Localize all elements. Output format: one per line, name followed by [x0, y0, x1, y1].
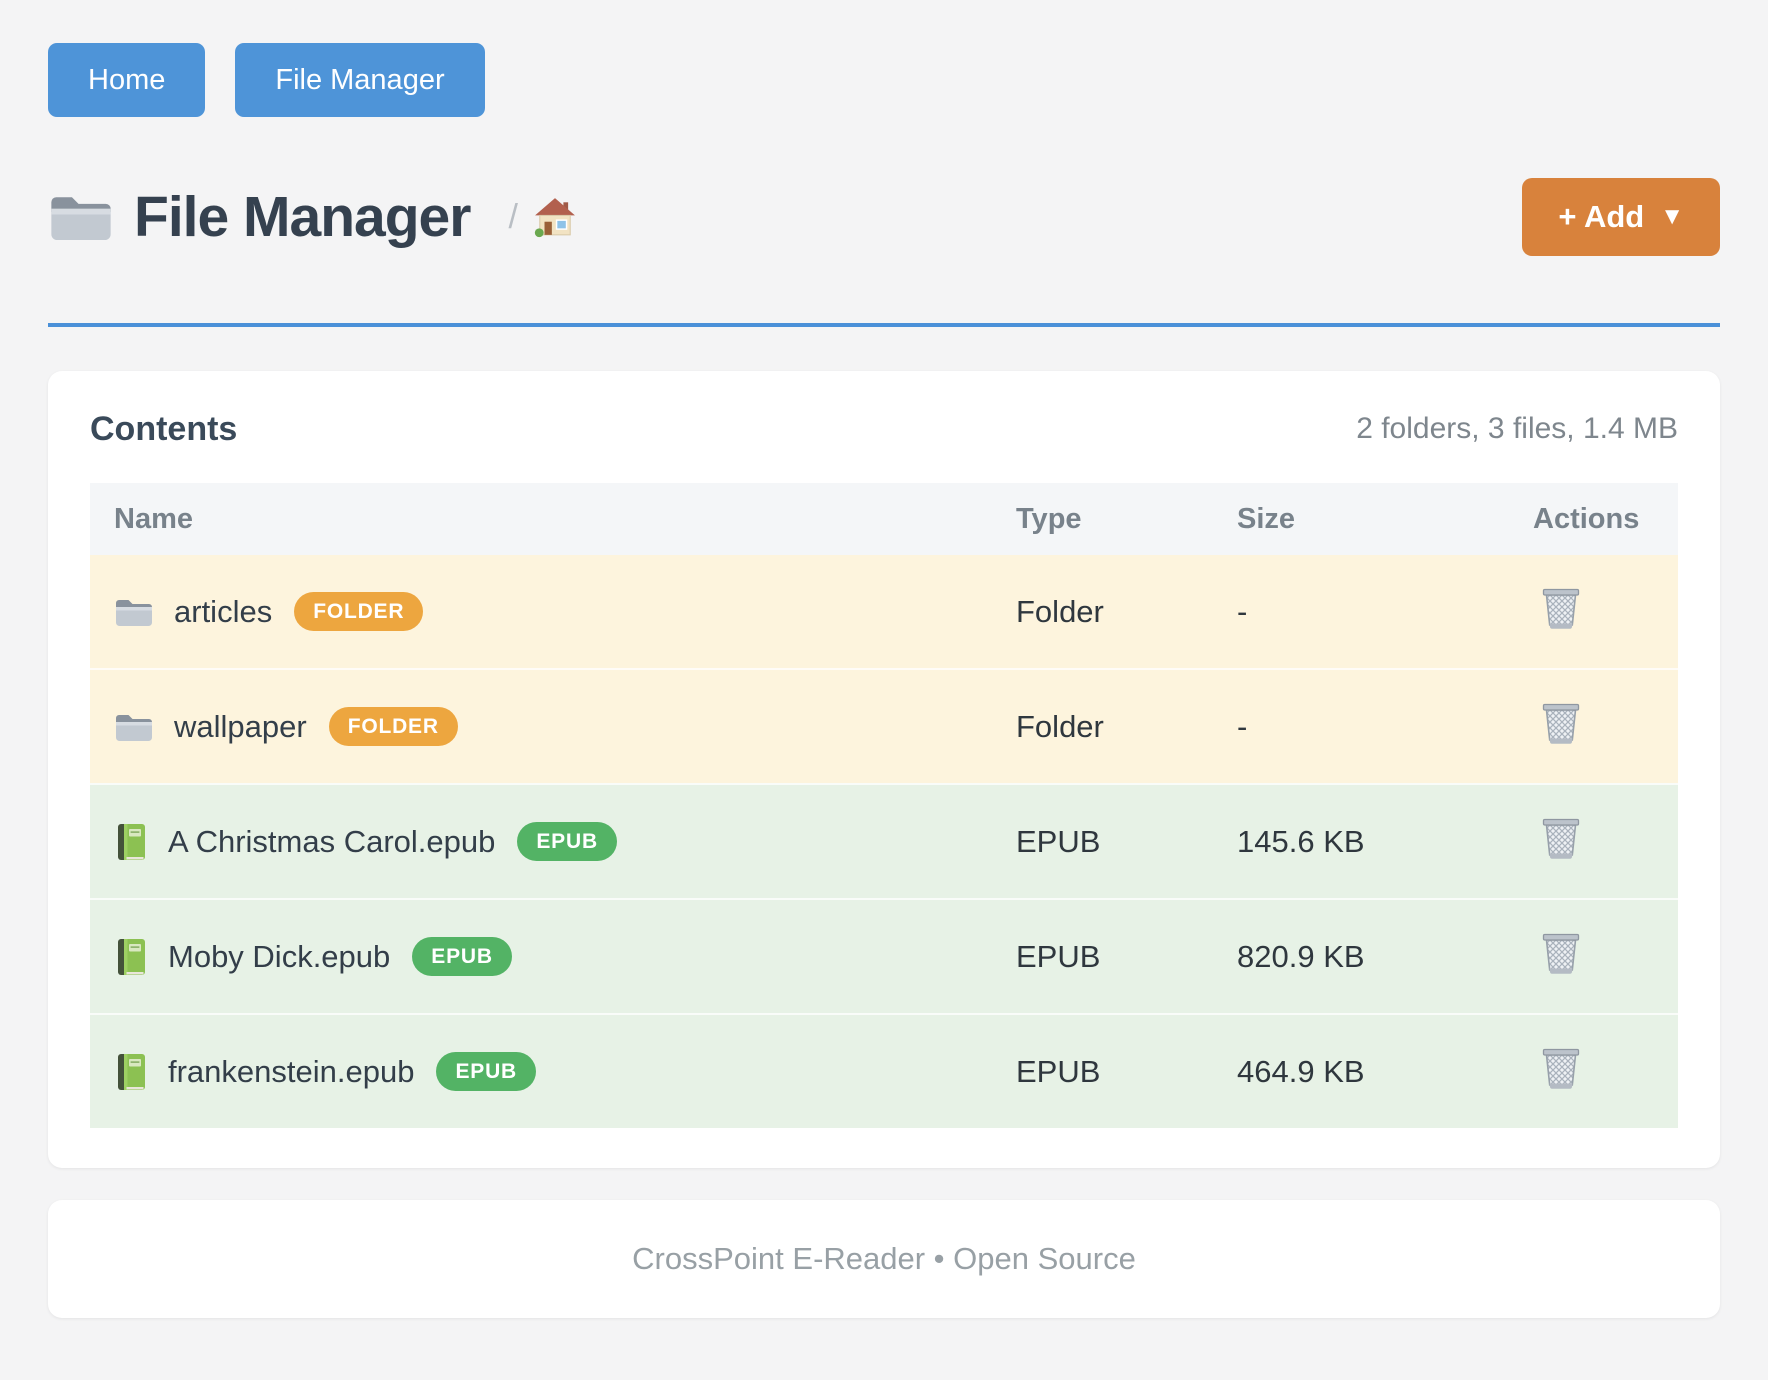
- contents-title: Contents: [90, 409, 238, 448]
- add-button[interactable]: + Add ▼: [1522, 178, 1720, 256]
- size-cell: -: [1237, 593, 1248, 629]
- type-badge: EPUB: [517, 822, 617, 861]
- chevron-down-icon: ▼: [1660, 203, 1684, 230]
- contents-card-header: Contents 2 folders, 3 files, 1.4 MB: [90, 405, 1678, 453]
- name-cell: articles FOLDER: [90, 592, 990, 631]
- column-header-actions: Actions: [1533, 502, 1640, 535]
- add-button-label: + Add: [1558, 199, 1645, 234]
- column-header-type: Type: [1016, 502, 1082, 535]
- actions-cell: [1503, 586, 1678, 638]
- book-icon: [114, 1053, 148, 1091]
- type-cell: Folder: [1016, 593, 1104, 629]
- actions-cell: [1503, 1046, 1678, 1098]
- file-name[interactable]: frankenstein.epub: [168, 1053, 415, 1089]
- table-row: wallpaper FOLDER Folder -: [90, 668, 1678, 783]
- nav-home-button[interactable]: Home: [48, 43, 206, 117]
- file-manager-page: Home File Manager File Manager / + Add ▼…: [48, 0, 1720, 1318]
- delete-button[interactable]: [1541, 586, 1581, 630]
- contents-summary: 2 folders, 3 files, 1.4 MB: [1356, 412, 1678, 445]
- size-cell: 464.9 KB: [1237, 1053, 1365, 1089]
- table-row: Moby Dick.epub EPUB EPUB 820.9 KB: [90, 898, 1678, 1013]
- type-badge: EPUB: [436, 1052, 537, 1091]
- type-badge: FOLDER: [294, 592, 424, 631]
- table-row: A Christmas Carol.epub EPUB EPUB 145.6 K…: [90, 783, 1678, 898]
- table-body: articles FOLDER Folder - wallpaper FOLDE…: [90, 555, 1678, 1128]
- delete-button[interactable]: [1541, 701, 1581, 745]
- delete-button[interactable]: [1541, 816, 1581, 860]
- column-header-size: Size: [1237, 502, 1296, 535]
- wastebasket-icon: [1541, 703, 1581, 748]
- size-cell: -: [1237, 708, 1248, 744]
- type-cell: Folder: [1016, 708, 1104, 744]
- size-cell: 820.9 KB: [1237, 938, 1365, 974]
- breadcrumb-separator: /: [508, 197, 518, 236]
- table-row: frankenstein.epub EPUB EPUB 464.9 KB: [90, 1013, 1678, 1128]
- file-name[interactable]: wallpaper: [174, 708, 307, 744]
- name-cell: Moby Dick.epub EPUB: [90, 937, 990, 976]
- delete-button[interactable]: [1541, 1046, 1581, 1090]
- type-cell: EPUB: [1016, 938, 1101, 974]
- folder-icon: [48, 189, 114, 245]
- page-header: File Manager / + Add ▼: [48, 173, 1720, 261]
- top-nav: Home File Manager: [48, 0, 1720, 117]
- column-header-name: Name: [114, 502, 193, 535]
- page-title: File Manager: [134, 185, 471, 249]
- table-row: articles FOLDER Folder -: [90, 555, 1678, 668]
- wastebasket-icon: [1541, 818, 1581, 863]
- actions-cell: [1503, 701, 1678, 753]
- file-name[interactable]: A Christmas Carol.epub: [168, 823, 496, 859]
- actions-cell: [1503, 816, 1678, 868]
- delete-button[interactable]: [1541, 931, 1581, 975]
- wastebasket-icon: [1541, 1048, 1581, 1093]
- name-cell: A Christmas Carol.epub EPUB: [90, 822, 990, 861]
- type-cell: EPUB: [1016, 823, 1101, 859]
- file-name[interactable]: articles: [174, 593, 273, 629]
- wastebasket-icon: [1541, 588, 1581, 633]
- name-cell: frankenstein.epub EPUB: [90, 1052, 990, 1091]
- footer-card: CrossPoint E-Reader • Open Source: [48, 1200, 1720, 1318]
- type-badge: FOLDER: [328, 707, 458, 746]
- type-badge: EPUB: [412, 937, 512, 976]
- contents-card: Contents 2 folders, 3 files, 1.4 MB Name…: [48, 371, 1720, 1168]
- size-cell: 145.6 KB: [1237, 823, 1365, 859]
- book-icon: [114, 938, 148, 976]
- house-icon[interactable]: [534, 196, 576, 238]
- actions-cell: [1503, 931, 1678, 983]
- folder-icon: [114, 595, 154, 629]
- table-header-row: Name Type Size Actions: [90, 483, 1678, 555]
- footer-text: CrossPoint E-Reader • Open Source: [632, 1241, 1136, 1276]
- name-cell: wallpaper FOLDER: [90, 707, 990, 746]
- file-name[interactable]: Moby Dick.epub: [168, 938, 391, 974]
- header-divider: [48, 323, 1720, 327]
- book-icon: [114, 823, 148, 861]
- nav-file-manager-button[interactable]: File Manager: [235, 43, 485, 117]
- folder-icon: [114, 710, 154, 744]
- file-table: Name Type Size Actions articles FOLDER F…: [90, 483, 1678, 1128]
- type-cell: EPUB: [1016, 1053, 1101, 1089]
- wastebasket-icon: [1541, 933, 1581, 978]
